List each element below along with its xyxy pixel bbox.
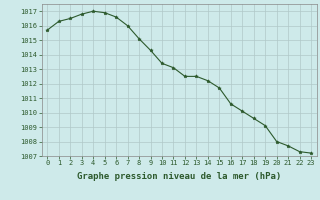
X-axis label: Graphe pression niveau de la mer (hPa): Graphe pression niveau de la mer (hPa) [77,172,281,181]
